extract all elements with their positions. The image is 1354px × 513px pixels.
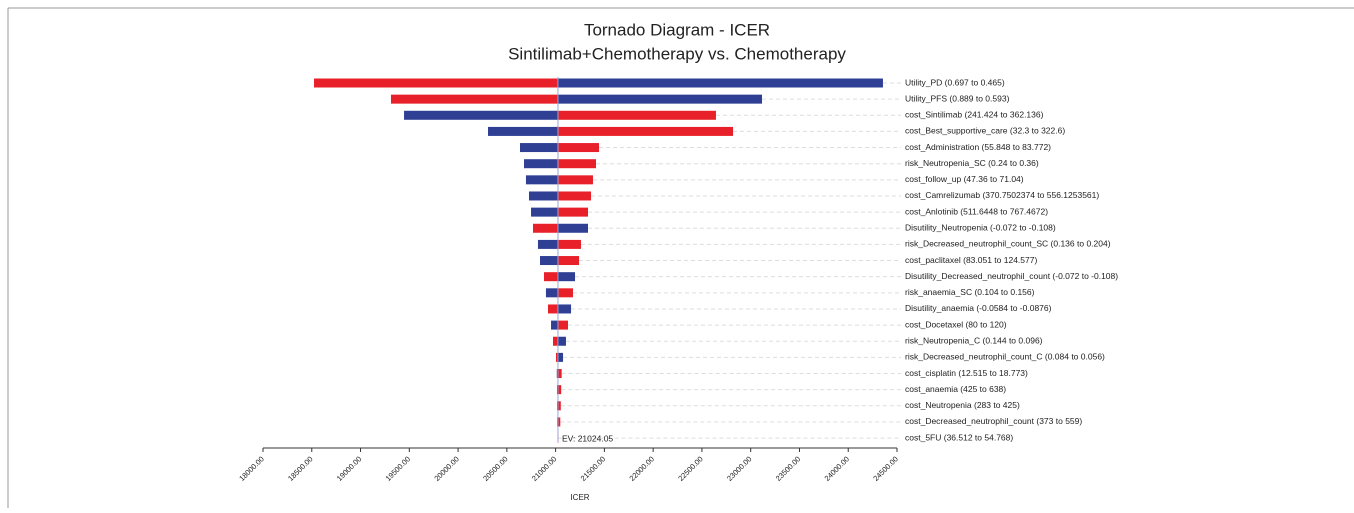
bar-low — [404, 111, 558, 120]
bar-label: cost_paclitaxel (83.051 to 124.577) — [905, 255, 1037, 265]
bar-label: risk_Decreased_neutrophil_count_SC (0.13… — [905, 239, 1111, 249]
bar-label: Utility_PD (0.697 to 0.465) — [905, 77, 1005, 87]
bar-high — [558, 353, 563, 362]
bar-label: Disutility_Neutropenia (-0.072 to -0.108… — [905, 223, 1056, 233]
bar-low — [520, 143, 558, 152]
bar-high — [558, 224, 588, 233]
bar-label: cost_Neutropenia (283 to 425) — [905, 400, 1020, 410]
bar-low — [524, 159, 558, 168]
bar-high — [558, 321, 568, 330]
bar-high — [558, 175, 593, 184]
x-tick-label: 24000.00 — [823, 454, 851, 482]
bar-high — [558, 240, 581, 249]
bar-high — [558, 208, 588, 217]
bar-low — [488, 127, 558, 136]
bar-high — [558, 256, 579, 265]
bar-low — [526, 175, 558, 184]
x-tick-label: 24500.00 — [871, 454, 899, 482]
bar-high — [558, 95, 762, 104]
bar-high — [558, 288, 573, 297]
bar-label: cost_Administration (55.848 to 83.772) — [905, 142, 1051, 152]
x-tick-label: 18500.00 — [286, 454, 314, 482]
bar-label: Utility_PFS (0.889 to 0.593) — [905, 93, 1010, 103]
bar-high — [558, 337, 566, 346]
ev-label: EV: 21024.05 — [562, 433, 613, 443]
bar-high — [558, 159, 596, 168]
bar-label: cost_anaemia (425 to 638) — [905, 384, 1006, 394]
x-tick-label: 23000.00 — [725, 454, 753, 482]
chart-title: Tornado Diagram - ICER — [584, 20, 770, 39]
bar-label: cost_Anlotinib (511.6448 to 767.4672) — [905, 206, 1048, 216]
bar-high — [558, 79, 883, 88]
bar-label: risk_Neutropenia_C (0.144 to 0.096) — [905, 335, 1043, 345]
bar-high — [558, 127, 733, 136]
x-tick-label: 20000.00 — [432, 454, 460, 482]
x-tick-label: 19500.00 — [384, 454, 412, 482]
bar-low — [314, 79, 558, 88]
bar-high — [558, 111, 716, 120]
x-tick-label: 18000.00 — [237, 454, 265, 482]
bar-high — [558, 272, 575, 281]
x-tick-label: 23500.00 — [774, 454, 802, 482]
bar-high — [558, 143, 599, 152]
bar-label: cost_Docetaxel (80 to 120) — [905, 319, 1007, 329]
x-tick-label: 22000.00 — [627, 454, 655, 482]
x-tick-label: 21000.00 — [530, 454, 558, 482]
bar-label: cost_follow_up (47.36 to 71.04) — [905, 174, 1024, 184]
x-tick-label: 19000.00 — [335, 454, 363, 482]
bar-label: cost_Best_supportive_care (32.3 to 322.6… — [905, 126, 1065, 136]
x-tick-label: 22500.00 — [676, 454, 704, 482]
bar-low — [538, 240, 558, 249]
bar-label: Disutility_Decreased_neutrophil_count (-… — [905, 271, 1118, 281]
bar-high — [558, 191, 591, 200]
bar-label: risk_Neutropenia_SC (0.24 to 0.36) — [905, 158, 1039, 168]
bar-low — [531, 208, 558, 217]
bar-high — [558, 369, 562, 378]
bar-low — [551, 321, 558, 330]
x-tick-label: 20500.00 — [481, 454, 509, 482]
bar-label: cost_Sintilimab (241.424 to 362.136) — [905, 110, 1044, 120]
bar-label: risk_Decreased_neutrophil_count_C (0.084… — [905, 352, 1105, 362]
bar-low — [544, 272, 558, 281]
bar-low — [548, 304, 558, 313]
bar-label: cost_Decreased_neutrophil_count (373 to … — [905, 416, 1082, 426]
bar-low — [533, 224, 558, 233]
bar-label: cost_5FU (36.512 to 54.768) — [905, 432, 1013, 442]
bar-low — [529, 191, 558, 200]
bar-high — [558, 304, 571, 313]
bar-label: Disutility_anaemia (-0.0584 to -0.0876) — [905, 303, 1052, 313]
bar-low — [546, 288, 558, 297]
chart-subtitle: Sintilimab+Chemotherapy vs. Chemotherapy — [508, 44, 846, 63]
bar-label: cost_Camrelizumab (370.7502374 to 556.12… — [905, 190, 1099, 200]
bar-low — [540, 256, 558, 265]
x-axis-label: ICER — [570, 493, 589, 502]
bar-low — [553, 337, 558, 346]
bar-label: cost_cisplatin (12.515 to 18.773) — [905, 368, 1028, 378]
bar-label: risk_anaemia_SC (0.104 to 0.156) — [905, 287, 1035, 297]
bar-low — [391, 95, 558, 104]
x-tick-label: 21500.00 — [579, 454, 607, 482]
